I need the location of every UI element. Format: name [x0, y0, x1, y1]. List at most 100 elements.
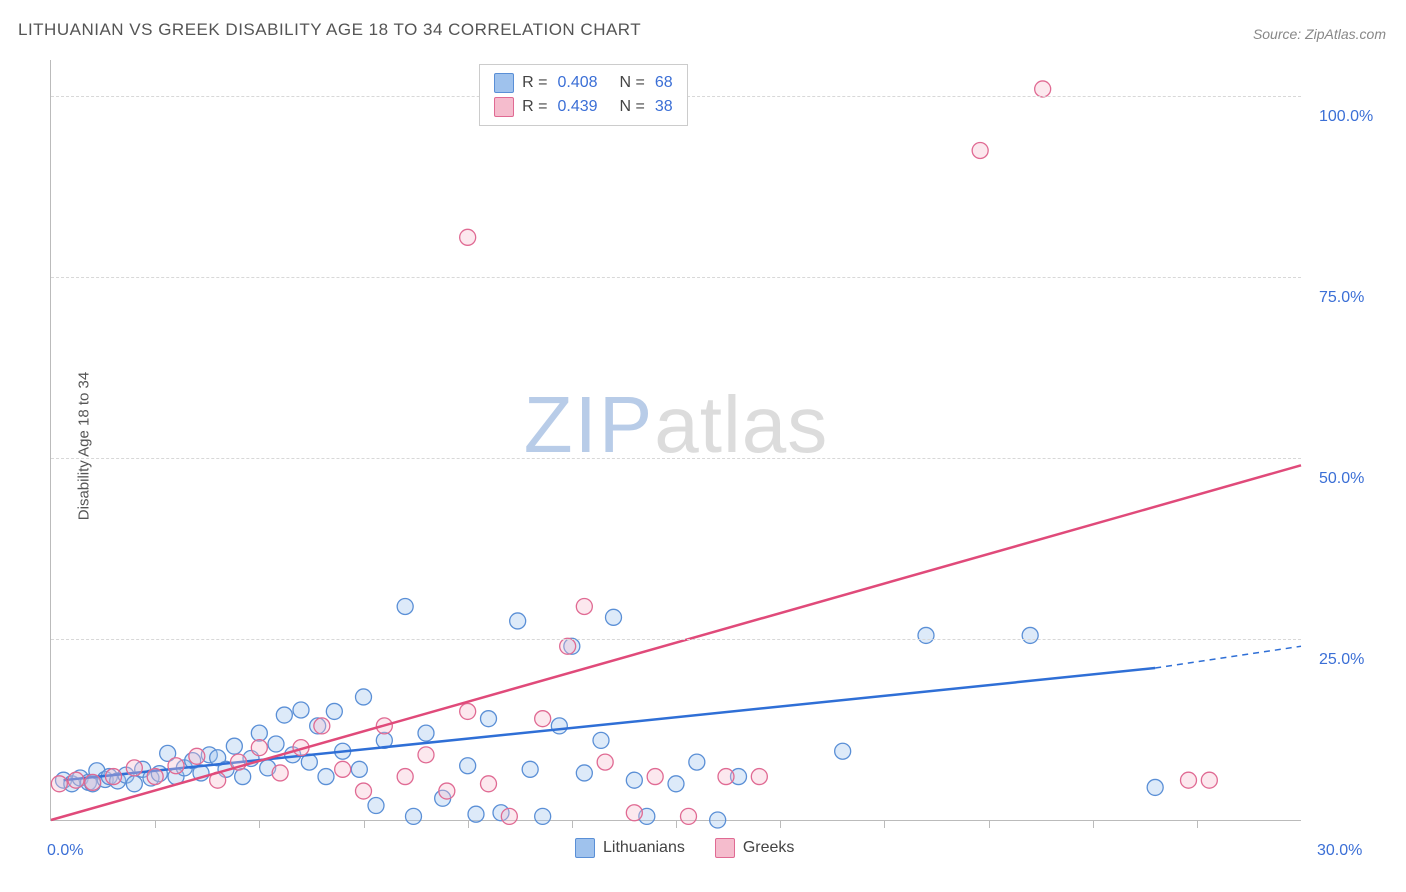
data-point [710, 812, 726, 828]
y-tick-label: 75.0% [1319, 289, 1364, 307]
x-tick [780, 820, 781, 828]
n-label: N = [620, 74, 645, 92]
data-point [268, 736, 284, 752]
x-tick-label-max: 30.0% [1317, 842, 1362, 860]
legend-swatch [575, 838, 595, 858]
data-point [468, 806, 484, 822]
data-point [85, 774, 101, 790]
data-point [972, 142, 988, 158]
x-tick [1197, 820, 1198, 828]
data-point [251, 725, 267, 741]
data-point [106, 769, 122, 785]
data-point [406, 808, 422, 824]
data-point [126, 776, 142, 792]
series-legend: Lithuanians Greeks [575, 838, 794, 858]
chart-title: LITHUANIAN VS GREEK DISABILITY AGE 18 TO… [18, 20, 641, 40]
y-tick-label: 100.0% [1319, 108, 1373, 126]
x-tick [155, 820, 156, 828]
trend-line [51, 465, 1301, 820]
data-point [368, 798, 384, 814]
data-point [318, 769, 334, 785]
series-legend-label: Greeks [743, 839, 795, 857]
data-point [1022, 627, 1038, 643]
r-value: 0.439 [558, 98, 598, 116]
data-point [147, 769, 163, 785]
chart-svg [51, 60, 1301, 820]
data-point [751, 769, 767, 785]
data-point [576, 598, 592, 614]
data-point [689, 754, 705, 770]
r-value: 0.408 [558, 74, 598, 92]
data-point [418, 725, 434, 741]
data-point [535, 711, 551, 727]
data-point [606, 609, 622, 625]
data-point [397, 598, 413, 614]
data-point [351, 761, 367, 777]
data-point [597, 754, 613, 770]
data-point [168, 758, 184, 774]
data-point [1147, 779, 1163, 795]
data-point [593, 732, 609, 748]
r-label: R = [522, 74, 547, 92]
legend-swatch [494, 97, 514, 117]
data-point [51, 776, 67, 792]
data-point [397, 769, 413, 785]
data-point [481, 776, 497, 792]
data-point [272, 765, 288, 781]
series-legend-item: Lithuanians [575, 838, 685, 858]
series-legend-item: Greeks [715, 838, 795, 858]
plot-area: ZIPatlas 25.0%50.0%75.0%100.0%0.0%30.0% [50, 60, 1301, 821]
data-point [835, 743, 851, 759]
x-tick [259, 820, 260, 828]
data-point [314, 718, 330, 734]
source-label: Source: ZipAtlas.com [1253, 26, 1386, 42]
data-point [235, 769, 251, 785]
data-point [68, 772, 84, 788]
legend-swatch [494, 73, 514, 93]
data-point [335, 761, 351, 777]
x-tick [989, 820, 990, 828]
data-point [326, 703, 342, 719]
data-point [126, 760, 142, 776]
y-tick-label: 25.0% [1319, 651, 1364, 669]
stats-legend: R =0.408N =68R =0.439N =38 [479, 64, 688, 126]
data-point [647, 769, 663, 785]
x-tick-label-min: 0.0% [47, 842, 83, 860]
x-tick [676, 820, 677, 828]
y-tick-label: 50.0% [1319, 470, 1364, 488]
data-point [626, 772, 642, 788]
n-value: 38 [655, 98, 673, 116]
x-tick [468, 820, 469, 828]
data-point [918, 627, 934, 643]
data-point [293, 702, 309, 718]
n-label: N = [620, 98, 645, 116]
n-value: 68 [655, 74, 673, 92]
data-point [626, 805, 642, 821]
data-point [510, 613, 526, 629]
x-tick [1093, 820, 1094, 828]
data-point [481, 711, 497, 727]
data-point [418, 747, 434, 763]
data-point [560, 638, 576, 654]
gridline [51, 277, 1301, 278]
data-point [1201, 772, 1217, 788]
data-point [251, 740, 267, 756]
x-tick [364, 820, 365, 828]
data-point [668, 776, 684, 792]
stats-legend-row: R =0.439N =38 [494, 95, 673, 119]
data-point [189, 748, 205, 764]
gridline [51, 458, 1301, 459]
legend-swatch [715, 838, 735, 858]
x-tick [884, 820, 885, 828]
data-point [460, 229, 476, 245]
data-point [576, 765, 592, 781]
series-legend-label: Lithuanians [603, 839, 685, 857]
data-point [1181, 772, 1197, 788]
data-point [460, 703, 476, 719]
data-point [460, 758, 476, 774]
x-tick [572, 820, 573, 828]
data-point [1035, 81, 1051, 97]
data-point [718, 769, 734, 785]
trend-line-extrapolated [1155, 646, 1301, 668]
data-point [356, 689, 372, 705]
